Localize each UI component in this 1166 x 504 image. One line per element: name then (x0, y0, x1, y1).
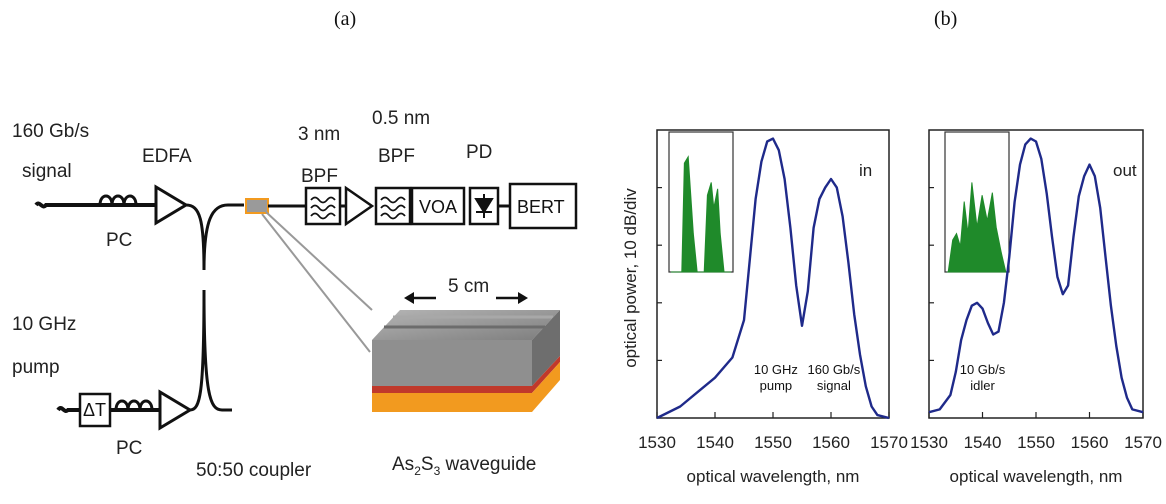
zoom-line-1 (265, 211, 373, 311)
delay-box (78, 392, 112, 428)
edfa-label: EDFA (142, 146, 192, 167)
bpf2-symbol (380, 196, 406, 220)
pump-label-2: pump (12, 357, 60, 378)
photodiode-icon (474, 194, 494, 218)
bpf1-label-2: BPF (301, 166, 338, 187)
bert-label: BERT (517, 197, 565, 217)
signal-label: 160 Gb/s (12, 121, 89, 142)
bert-box (508, 182, 578, 230)
x-axis-label: optical wavelength, nm (687, 467, 860, 486)
pc-loops-lower (114, 399, 154, 411)
waveguide-front (372, 340, 532, 386)
x-tick-label: 1550 (1017, 433, 1055, 452)
waveguide-red-layer (372, 356, 560, 393)
inset-spectrum (671, 155, 731, 273)
waveguide-label: As2S3 waveguide (392, 454, 536, 478)
chip (245, 198, 269, 214)
coupler-label: 50:50 coupler (196, 460, 312, 481)
x-tick-label: 1540 (964, 433, 1002, 452)
bpf1-symbol (310, 196, 336, 220)
pd-label: PD (466, 142, 492, 163)
x-tick-label: 1530 (910, 433, 948, 452)
arrow-right-icon (518, 292, 528, 304)
peak-annotation: 160 Gb/s (808, 362, 861, 377)
chart-title: out (1113, 161, 1137, 180)
peak-annotation: pump (760, 378, 793, 393)
x-tick-label: 1560 (1071, 433, 1109, 452)
spectrum-trace (656, 137, 890, 420)
pump-label: 10 GHz (12, 314, 76, 335)
panel-a-label: (a) (334, 8, 357, 30)
bpf1-label: 3 nm (298, 124, 340, 145)
x-tick-label: 1550 (754, 433, 792, 452)
x-tick-label: 1540 (696, 433, 734, 452)
coupler-lower-arm (189, 289, 232, 412)
panel-b-label: (b) (934, 8, 958, 30)
bpf2-label-2: BPF (378, 146, 415, 167)
spectra-charts: optical power, 10 dB/div 1530 1540 1550 156… (621, 129, 1162, 486)
waveguide-side (532, 310, 560, 386)
coupler-upper-arm (185, 203, 244, 271)
setup-diagram: 160 Gb/s signal EDFA PC 10 GHz pump ΔT P… (12, 108, 578, 481)
peak-annotation: 10 GHz (754, 362, 798, 377)
spectrum-trace (928, 137, 1144, 414)
pump-fiber (56, 406, 80, 413)
x-tick-label: 1560 (812, 433, 850, 452)
edfa-amplifier-upper (154, 184, 189, 226)
peak-annotation: 10 Gb/s (960, 362, 1006, 377)
x-tick-label: 1530 (638, 433, 676, 452)
edfa-amplifier-lower (158, 389, 193, 431)
bpf2-label: 0.5 nm (372, 108, 430, 129)
x-axis-label: optical wavelength, nm (950, 467, 1123, 486)
pc-label-lower: PC (116, 438, 142, 459)
x-tick-label: 1570 (1124, 433, 1162, 452)
pc-loops-upper (98, 194, 138, 206)
zoom-line-2 (261, 213, 371, 353)
signal-fiber (34, 201, 160, 209)
waveguide-top (372, 310, 560, 340)
chart-title: in (859, 161, 872, 180)
arrow-left-icon (404, 292, 414, 304)
spectrum-in: 1530 1540 1550 1560 1570 optical wavelength, … (638, 129, 908, 486)
inset-frame (668, 131, 734, 273)
edfa-amplifier-output (344, 185, 375, 227)
inset-spectrum (947, 182, 1007, 273)
voa-label: VOA (419, 197, 457, 217)
waveguide-orange-layer (372, 362, 560, 412)
delay-label: ΔT (83, 400, 106, 420)
peak-annotation: signal (817, 378, 851, 393)
pc-label-upper: PC (106, 230, 132, 251)
peak-annotation: idler (970, 378, 995, 393)
x-tick-label: 1570 (870, 433, 908, 452)
y-axis-label: optical power, 10 dB/div (621, 188, 640, 368)
voa-box (410, 186, 466, 226)
signal-label-2: signal (22, 161, 72, 182)
length-label: 5 cm (448, 276, 489, 297)
